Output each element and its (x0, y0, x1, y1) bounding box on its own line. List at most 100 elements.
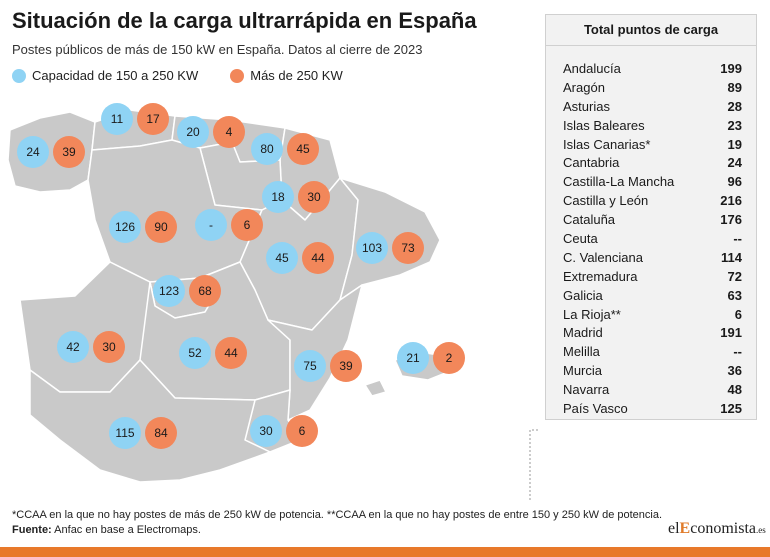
totals-row-value: 6 (734, 306, 742, 322)
totals-row-name: Castilla-La Mancha (563, 174, 675, 190)
totals-row: Extremadura 72 (563, 268, 742, 287)
totals-row-value: 23 (727, 117, 742, 133)
bubble-label-orange-aragon: 44 (311, 251, 325, 265)
bubble-label-orange-murcia: 6 (299, 424, 306, 438)
totals-row-name: Ceuta (563, 231, 598, 247)
bubble-blue-castilla-la-mancha (179, 337, 211, 369)
totals-row: Castilla-La Mancha 96 (563, 173, 742, 192)
bubble-blue-cantabria (177, 116, 209, 148)
totals-row-value: 199 (720, 61, 742, 76)
bubble-orange-islas-baleares (433, 342, 465, 374)
totals-row-name: Navarra (563, 382, 610, 398)
totals-panel: Total puntos de carga Andalucía 199 Aragón… (545, 14, 757, 420)
totals-row-name: Cataluña (563, 212, 616, 228)
legend-swatch-orange (230, 68, 245, 83)
bubble-orange-extremadura (93, 331, 125, 363)
totals-row: Cantabria 24 (563, 154, 742, 173)
bubble-blue-murcia (250, 415, 282, 447)
canarias-inset (529, 429, 540, 500)
bubble-orange-aragon (302, 242, 334, 274)
totals-row-name: Extremadura (563, 268, 638, 284)
totals-row: Islas Baleares 23 (563, 117, 742, 136)
bubble-pair-castilla-la-mancha: 52 44 (179, 337, 247, 369)
bubble-label-orange-madrid: 68 (198, 284, 212, 298)
bubble-pair-c-valenciana: 75 39 (294, 350, 362, 382)
bubble-label-blue-aragon: 45 (275, 251, 289, 265)
bubble-blue-pais-vasco (251, 133, 283, 165)
totals-row: C. Valenciana 114 (563, 249, 742, 268)
bubble-orange-asturias (137, 103, 169, 135)
totals-row-value: 72 (727, 268, 742, 284)
legend-label-orange: Más de 250 KW (250, 68, 343, 83)
totals-row-name: Aragón (563, 79, 605, 95)
brand-logo: elEconomista.es (668, 520, 766, 538)
bottom-bar (0, 547, 770, 557)
totals-row: Madrid 191 (563, 324, 742, 343)
bubble-label-blue-castilla-y-leon: 126 (115, 220, 135, 234)
brand-suffix: .es (755, 525, 766, 535)
totals-row-value: 125 (720, 401, 742, 417)
bubble-blue-castilla-y-leon (109, 211, 141, 243)
legend-swatch-blue (12, 68, 26, 83)
totals-row-name: C. Valenciana (563, 249, 643, 265)
brand-post: conomista (690, 520, 756, 537)
totals-row-value: 28 (727, 98, 742, 114)
totals-row-value: 19 (727, 136, 742, 152)
bubble-blue-c-valenciana (294, 350, 326, 382)
chart-title: Situación de la carga ultrarrápida en Es… (12, 8, 477, 33)
bubble-orange-navarra (298, 181, 330, 213)
totals-row-name: Islas Baleares (563, 117, 645, 133)
bubble-label-orange-cataluna: 73 (401, 241, 415, 255)
totals-row-value: 176 (720, 212, 742, 228)
totals-row-name: Galicia (563, 287, 603, 303)
bubble-label-orange-asturias: 17 (146, 112, 160, 126)
bubble-label-blue-andalucia: 115 (115, 426, 134, 440)
totals-row-name: Murcia (563, 363, 603, 379)
bubble-blue-cataluna (356, 232, 388, 264)
brand-mid: E (679, 520, 691, 537)
bubble-pair-la-rioja: -6 (195, 209, 263, 241)
bubble-label-orange-castilla-y-leon: 90 (154, 220, 168, 234)
bubble-label-orange-la-rioja: 6 (244, 218, 251, 232)
bubble-label-orange-islas-baleares: 2 (446, 351, 453, 365)
totals-row: Melilla -- (563, 343, 742, 362)
totals-row-name: País Vasco (563, 401, 628, 417)
bubble-label-orange-galicia: 39 (62, 145, 76, 159)
totals-row: La Rioja** 6 (563, 306, 742, 325)
bubble-blue-andalucia (109, 417, 141, 449)
totals-row-name: Castilla y León (563, 193, 649, 209)
totals-row: Ceuta -- (563, 230, 742, 249)
region-andalucia (29, 359, 271, 483)
bubble-label-blue-pais-vasco: 80 (260, 142, 274, 156)
bubble-pair-extremadura: 42 30 (57, 331, 125, 363)
legend: Capacidad de 150 a 250 KW Más de 250 KW (12, 68, 375, 83)
totals-row-name: Islas Canarias* (563, 136, 651, 152)
totals-row: Murcia 36 (563, 362, 742, 381)
totals-row-name: Melilla (563, 344, 600, 360)
totals-row-name: Asturias (563, 98, 610, 114)
totals-row: Asturias 28 (563, 98, 742, 117)
bubble-pair-asturias: 11 17 (101, 103, 169, 135)
bubble-label-blue-madrid: 123 (159, 284, 179, 298)
totals-row-name: La Rioja** (563, 306, 621, 322)
bubble-pair-cataluna: 103 73 (356, 232, 424, 264)
bubble-pair-cantabria: 20 4 (177, 116, 245, 148)
source-text: Anfac en base a Electromaps. (51, 524, 201, 536)
totals-row: Navarra 48 (563, 381, 742, 400)
bubble-blue-madrid (153, 275, 185, 307)
totals-row: Islas Canarias* 19 (563, 136, 742, 155)
bubble-label-blue-cataluna: 103 (362, 241, 382, 255)
bubble-orange-pais-vasco (287, 133, 319, 165)
bubble-label-blue-la-rioja: - (209, 218, 213, 232)
bubble-pair-madrid: 123 68 (153, 275, 221, 307)
region-baleares-small (364, 379, 387, 397)
bubble-blue-islas-baleares (397, 342, 429, 374)
totals-row-name: Madrid (563, 325, 603, 341)
bubble-blue-extremadura (57, 331, 89, 363)
bubble-orange-castilla-y-leon (145, 211, 177, 243)
totals-row-value: 89 (727, 79, 742, 95)
bubble-label-blue-castilla-la-mancha: 52 (188, 346, 202, 360)
region-cataluna (339, 177, 441, 301)
bubble-label-blue-murcia: 30 (259, 424, 273, 438)
bubble-pair-castilla-y-leon: 126 90 (109, 211, 177, 243)
